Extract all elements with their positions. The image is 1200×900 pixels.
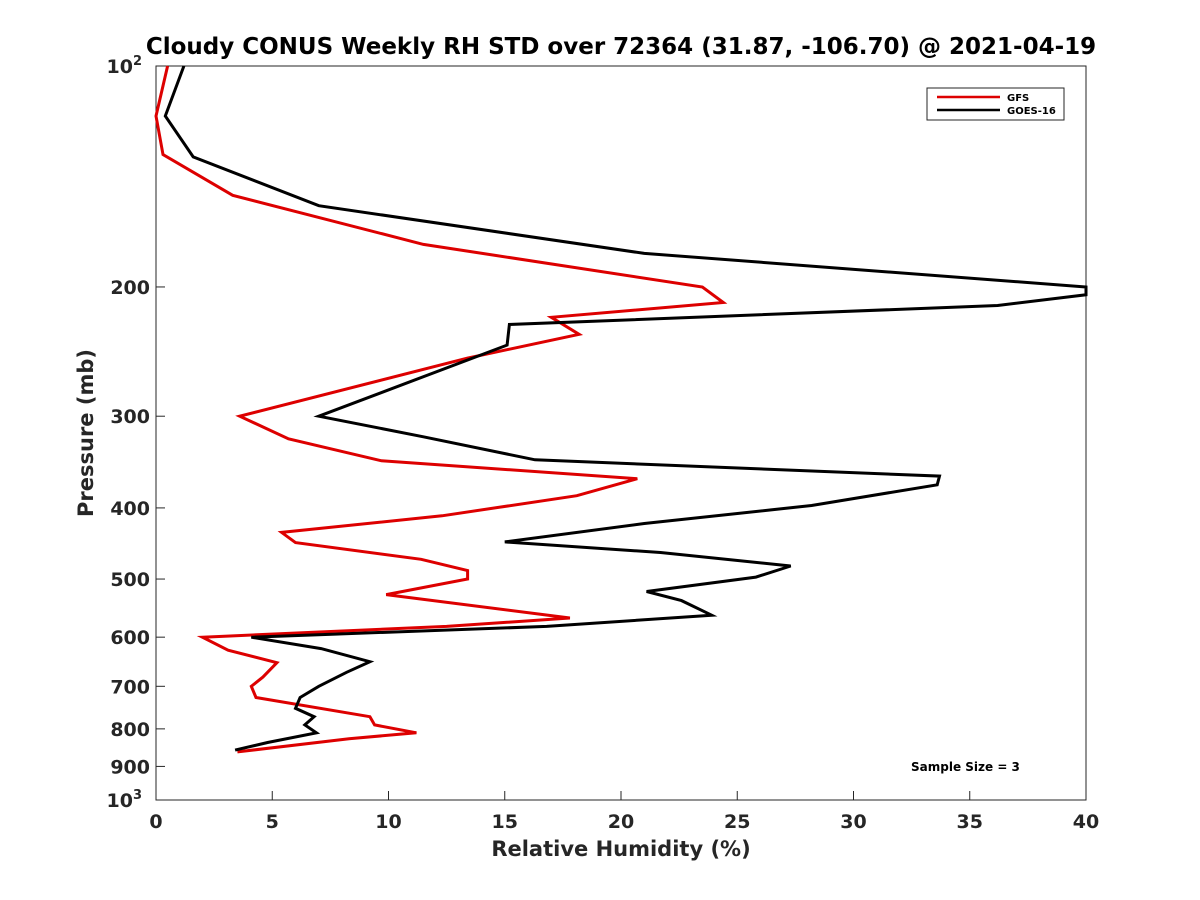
sample-size-annotation: Sample Size = 3 — [911, 760, 1020, 774]
x-tick-label-0: 0 — [149, 811, 162, 833]
y-tick-label-5: 600 — [110, 627, 150, 649]
y-tick-label-4: 500 — [110, 569, 150, 591]
y-tick-label-9: 103 — [107, 788, 143, 812]
legend-box — [926, 87, 1065, 121]
y-tick-label-0: 102 — [107, 54, 143, 78]
y-tick-label-2: 300 — [110, 406, 150, 428]
x-axis: 0 5 10 15 20 25 30 35 40 — [149, 791, 1099, 833]
y-tick-label-6: 700 — [110, 676, 150, 698]
series-lines — [154, 65, 1088, 754]
chart-title: Cloudy CONUS Weekly RH STD over 72364 (3… — [146, 34, 1096, 60]
x-tick-label-6: 30 — [840, 811, 866, 833]
x-tick-label-8: 40 — [1073, 811, 1099, 833]
legend-label-gfs: GFS — [1007, 93, 1029, 104]
y-tick-label-8: 900 — [110, 756, 150, 778]
x-tick-label-2: 10 — [375, 811, 401, 833]
axes-frame — [155, 65, 1087, 801]
series-line-gfs — [154, 65, 728, 754]
legend: GFS GOES-16 — [926, 87, 1065, 121]
y-tick-label-3: 400 — [110, 498, 150, 520]
x-tick-label-1: 5 — [266, 811, 279, 833]
series-line-goes-16 — [163, 65, 1088, 752]
x-tick-label-4: 20 — [608, 811, 634, 833]
x-tick-label-5: 25 — [724, 811, 750, 833]
y-axis: 102 200 300 400 500 600 700 800 900 103 — [107, 54, 165, 812]
plot-area — [155, 65, 1087, 801]
y-tick-label-7: 800 — [110, 719, 150, 741]
y-axis-label: Pressure (mb) — [74, 349, 98, 517]
legend-label-goes16: GOES-16 — [1007, 106, 1056, 117]
y-tick-label-1: 200 — [110, 277, 150, 299]
x-axis-label: Relative Humidity (%) — [491, 837, 750, 861]
x-tick-label-7: 35 — [957, 811, 983, 833]
x-tick-label-3: 15 — [492, 811, 518, 833]
